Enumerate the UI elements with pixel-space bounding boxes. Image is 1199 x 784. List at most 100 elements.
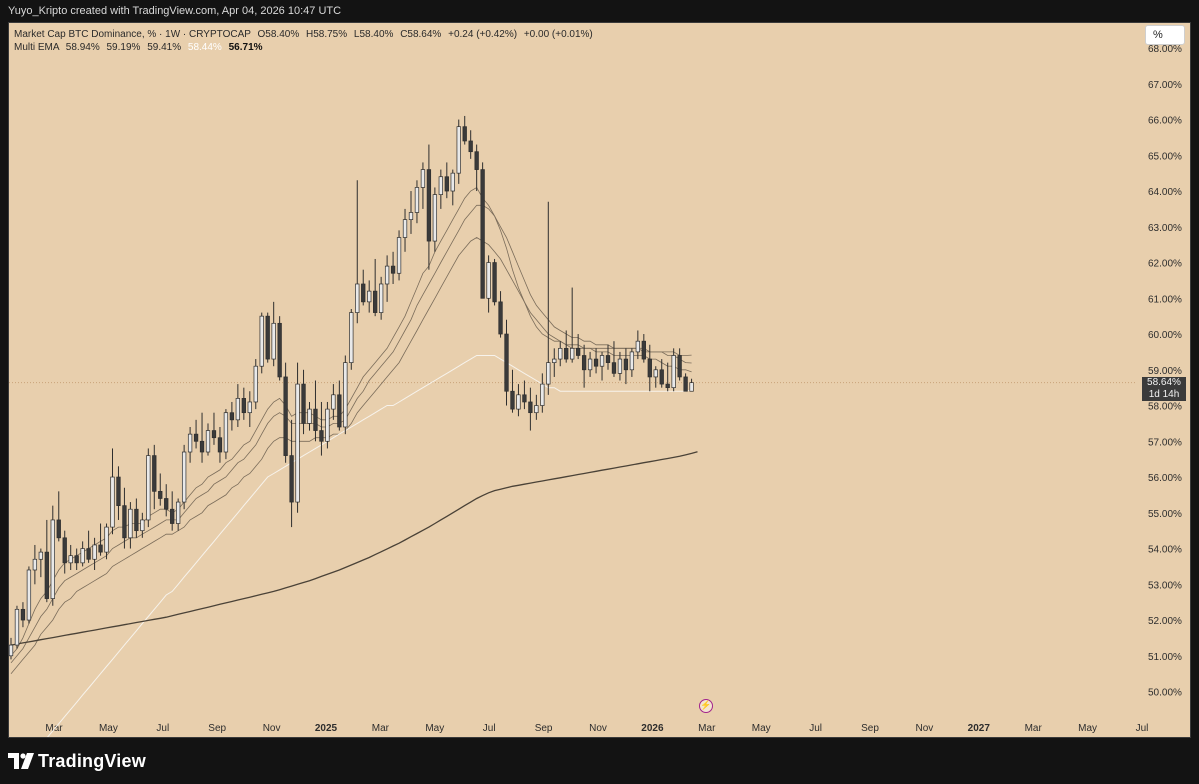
candle-body[interactable] <box>564 347 569 360</box>
candle-body[interactable] <box>14 608 20 646</box>
candle-body[interactable] <box>384 265 390 285</box>
candle-body[interactable] <box>146 455 151 521</box>
candle-body[interactable] <box>355 283 360 313</box>
candle-body[interactable] <box>74 555 79 564</box>
candle-body[interactable] <box>396 237 402 274</box>
candle-body[interactable] <box>32 558 38 571</box>
candle-body[interactable] <box>611 362 617 374</box>
candle-body[interactable] <box>241 398 246 414</box>
candle-body[interactable] <box>450 172 455 192</box>
candle-body[interactable] <box>259 315 264 367</box>
candle-body[interactable] <box>110 476 115 528</box>
candle-body[interactable] <box>444 176 449 192</box>
candle-body[interactable] <box>432 194 438 242</box>
candle-body[interactable] <box>635 340 640 353</box>
candle-body[interactable] <box>68 555 73 564</box>
candle-body[interactable] <box>211 430 217 439</box>
candle-body[interactable] <box>217 437 223 453</box>
candle-body[interactable] <box>361 283 366 303</box>
candle-body[interactable] <box>587 358 593 371</box>
candle-body[interactable] <box>62 537 67 564</box>
candle-body[interactable] <box>20 608 26 621</box>
candle-body[interactable] <box>313 408 318 431</box>
candle-body[interactable] <box>253 365 258 403</box>
candle-body[interactable] <box>659 369 664 385</box>
ema-title[interactable]: Multi EMA <box>14 42 60 53</box>
candle-body[interactable] <box>235 398 241 421</box>
candle-body[interactable] <box>653 369 658 378</box>
candle-body[interactable] <box>343 362 348 428</box>
candle-body[interactable] <box>504 333 509 392</box>
candle-body[interactable] <box>546 362 551 385</box>
candle-body[interactable] <box>575 347 581 356</box>
candle-body[interactable] <box>307 408 312 424</box>
price-chart[interactable]: 68.00% 67.00% 66.00% 65.00% 64.00% 63.00% 62.0… <box>9 23 1191 738</box>
candle-body[interactable] <box>331 394 336 410</box>
candle-body[interactable] <box>378 283 384 313</box>
candle-body[interactable] <box>570 347 575 360</box>
symbol-title[interactable]: Market Cap BTC Dominance, % · 1W · CRYPT… <box>14 29 251 40</box>
candle-body[interactable] <box>247 401 252 414</box>
candle-body[interactable] <box>134 508 139 532</box>
candle-body[interactable] <box>623 358 629 371</box>
candle-body[interactable] <box>689 382 694 392</box>
candle-body[interactable] <box>426 169 432 242</box>
candle-body[interactable] <box>44 551 49 599</box>
candle-body[interactable] <box>187 433 193 453</box>
candle-body[interactable] <box>205 430 211 453</box>
candle-body[interactable] <box>193 433 199 442</box>
candle-body[interactable] <box>176 501 181 524</box>
candle-body[interactable] <box>152 455 157 492</box>
chart-area[interactable]: 68.00% 67.00% 66.00% 65.00% 64.00% 63.00% 62.0… <box>8 22 1191 738</box>
candle-body[interactable] <box>605 355 611 363</box>
candle-body[interactable] <box>414 187 420 213</box>
candle-body[interactable] <box>593 358 599 367</box>
candle-body[interactable] <box>552 358 557 363</box>
candle-body[interactable] <box>367 290 372 303</box>
candle-body[interactable] <box>140 519 145 532</box>
candle-body[interactable] <box>128 508 133 539</box>
candle-body[interactable] <box>516 394 521 410</box>
candle-body[interactable] <box>492 262 497 303</box>
candle-body[interactable] <box>289 455 294 503</box>
candle-body[interactable] <box>181 451 187 503</box>
candle-body[interactable] <box>349 312 354 363</box>
candle-body[interactable] <box>677 355 682 378</box>
candle-body[interactable] <box>558 347 563 360</box>
candle-body[interactable] <box>641 340 646 360</box>
candle-body[interactable] <box>671 355 676 389</box>
candle-body[interactable] <box>283 376 288 456</box>
candle-body[interactable] <box>265 315 270 360</box>
candle-body[interactable] <box>98 544 103 553</box>
candle-body[interactable] <box>164 498 169 510</box>
candle-body[interactable] <box>373 290 378 313</box>
candle-body[interactable] <box>456 126 461 174</box>
candle-body[interactable] <box>617 358 623 374</box>
candle-body[interactable] <box>319 430 324 442</box>
candle-body[interactable] <box>629 351 635 371</box>
candle-body[interactable] <box>480 169 485 299</box>
lightning-icon[interactable]: ⚡ <box>699 699 713 713</box>
candle-body[interactable] <box>170 508 175 524</box>
candle-body[interactable] <box>540 383 545 406</box>
candle-body[interactable] <box>271 322 276 360</box>
candle-body[interactable] <box>86 548 91 560</box>
percent-scale-button[interactable]: % <box>1145 25 1185 45</box>
candle-body[interactable] <box>325 408 330 442</box>
candle-body[interactable] <box>468 140 473 153</box>
candle-body[interactable] <box>301 383 306 424</box>
candle-body[interactable] <box>26 569 32 621</box>
candle-body[interactable] <box>408 212 414 220</box>
candle-body[interactable] <box>599 355 605 367</box>
candle-body[interactable] <box>647 358 652 378</box>
candle-body[interactable] <box>438 176 443 195</box>
candle-body[interactable] <box>56 519 61 539</box>
candle-body[interactable] <box>223 412 229 453</box>
candle-body[interactable] <box>199 440 205 453</box>
candle-body[interactable] <box>295 383 300 503</box>
candle-body[interactable] <box>510 390 515 410</box>
candle-body[interactable] <box>80 548 85 564</box>
candle-body[interactable] <box>38 551 43 560</box>
candle-body[interactable] <box>522 394 527 403</box>
candle-body[interactable] <box>9 644 14 657</box>
